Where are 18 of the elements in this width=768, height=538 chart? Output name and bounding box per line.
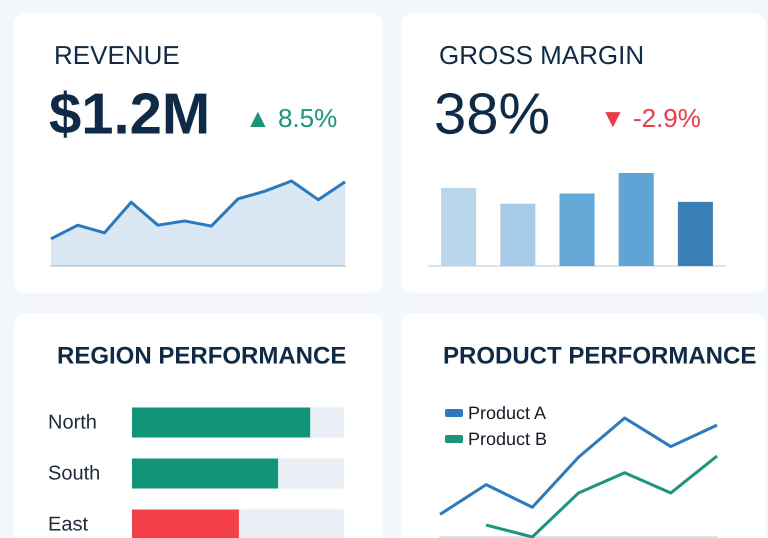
text: 38%: [434, 82, 550, 146]
chart-title: GROSS MARGIN: [439, 40, 644, 70]
bar: [618, 173, 654, 266]
chart-title: REVENUE: [54, 40, 180, 70]
y-tick-label: East: [48, 514, 88, 536]
chart-title: REGION PERFORMANCE: [57, 342, 346, 370]
text: ▲ 8.5%: [245, 103, 338, 133]
bar: [560, 193, 594, 266]
text: ▼ -2.9%: [600, 103, 701, 133]
y-tick-label: North: [48, 412, 97, 434]
legend-label: Product A: [468, 403, 546, 423]
bar: [500, 204, 536, 266]
chart-title: PRODUCT PERFORMANCE: [443, 342, 756, 370]
y-tick-label: South: [48, 462, 100, 484]
bar: [678, 202, 713, 266]
bar: [441, 188, 476, 266]
legend-label: Product B: [468, 429, 548, 449]
text: $1.2M: [49, 82, 210, 146]
